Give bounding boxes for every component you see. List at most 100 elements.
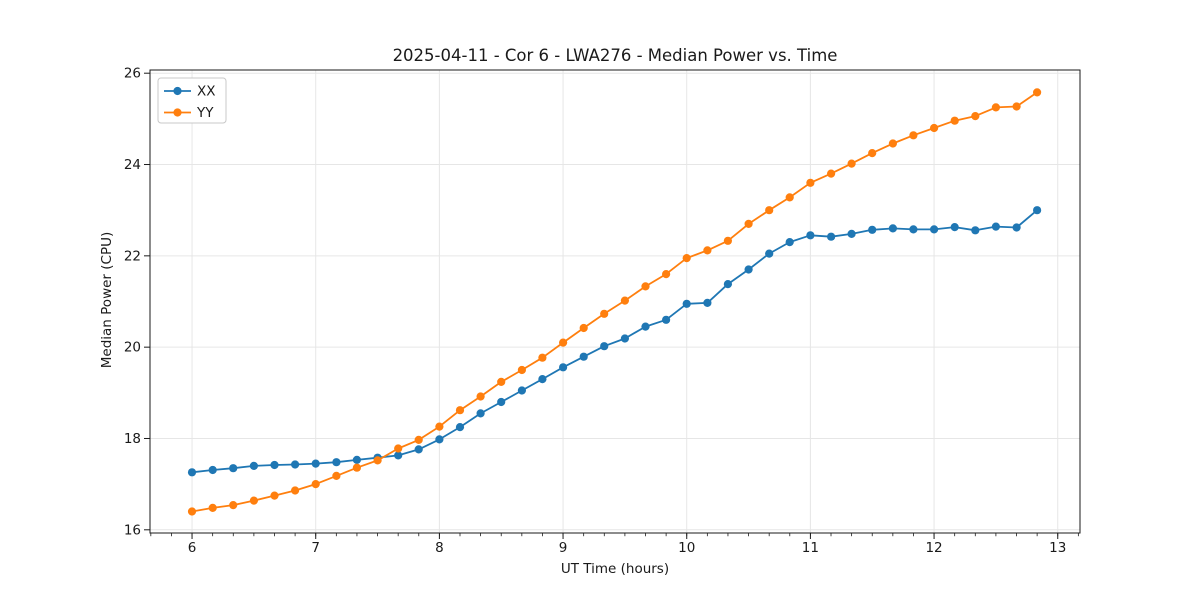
legend-box <box>157 77 227 124</box>
series-xx-marker <box>208 465 217 475</box>
series-xx-marker <box>1012 223 1021 232</box>
series-yy-marker <box>229 501 238 510</box>
series-xx-marker <box>414 445 423 454</box>
series-yy-marker <box>270 491 279 500</box>
series-yy-marker <box>476 392 485 401</box>
series-yy-marker <box>208 503 217 512</box>
series-yy-marker <box>332 471 341 480</box>
series-yy-marker <box>827 169 836 178</box>
series-yy-marker <box>971 112 980 121</box>
series-xx-marker <box>600 342 609 351</box>
series-xx-marker <box>909 225 918 234</box>
series-yy-marker <box>744 219 753 228</box>
series-xx-marker <box>559 363 568 372</box>
x-tick-label: 9 <box>559 540 568 556</box>
series-yy-marker <box>888 139 898 148</box>
series-xx-marker <box>332 458 341 467</box>
series-xx-marker <box>930 225 939 234</box>
series-xx-marker <box>229 464 238 473</box>
y-tick-label: 26 <box>124 66 141 82</box>
series-yy-marker <box>930 123 939 133</box>
series-yy-marker <box>682 254 691 263</box>
series-xx-marker <box>352 455 361 464</box>
series-xx-marker <box>291 460 300 469</box>
series-xx-marker <box>765 249 774 258</box>
series-yy-marker <box>950 116 959 125</box>
legend-label: YY <box>196 105 214 121</box>
series-xx-marker <box>971 226 980 235</box>
series-xx-marker <box>497 397 506 407</box>
series-yy-marker <box>765 206 774 215</box>
series-yy-marker <box>641 282 650 291</box>
x-axis-label: UT Time (hours) <box>560 561 670 577</box>
series-xx-marker <box>641 322 650 331</box>
series-xx-marker <box>435 435 444 444</box>
legend-label: XX <box>197 84 216 100</box>
series-yy-marker <box>559 338 568 347</box>
series-xx-marker <box>1033 206 1042 215</box>
series-xx-marker <box>538 375 547 384</box>
series-yy-marker <box>785 193 794 202</box>
x-tick-label: 10 <box>678 540 695 556</box>
series-yy-marker <box>909 131 918 140</box>
series-yy-marker <box>703 246 712 255</box>
series-xx-marker <box>847 229 856 238</box>
series-yy-marker <box>600 309 609 318</box>
series-yy-marker <box>806 178 815 187</box>
series-yy-marker <box>991 103 1001 112</box>
series-yy-marker <box>414 435 423 444</box>
series-xx-marker <box>579 352 588 361</box>
series-yy-marker <box>373 456 382 465</box>
y-tick-label: 16 <box>124 522 141 538</box>
series-xx-marker <box>394 451 403 460</box>
x-tick-label: 11 <box>802 540 819 556</box>
series-yy-marker <box>291 486 300 495</box>
x-tick-label: 6 <box>188 540 197 556</box>
y-tick-label: 24 <box>124 157 141 173</box>
series-xx-marker <box>950 223 959 232</box>
series-yy-marker <box>517 365 527 375</box>
series-xx-marker <box>476 409 485 418</box>
series-yy-marker <box>249 496 258 505</box>
series-xx-marker <box>744 265 753 274</box>
series-yy-marker <box>435 422 444 431</box>
series-yy-marker <box>455 406 465 415</box>
series-yy-marker <box>868 149 877 158</box>
series-xx-marker <box>270 460 279 470</box>
series-xx-marker <box>827 232 836 241</box>
series-yy-marker <box>620 296 630 305</box>
series-xx-marker <box>311 459 320 468</box>
x-tick-label: 12 <box>925 540 942 556</box>
series-xx-marker <box>868 225 877 234</box>
series-xx-marker <box>703 298 712 307</box>
series-xx-marker <box>455 423 465 432</box>
series-xx-marker <box>662 315 671 324</box>
series-xx-marker <box>517 386 527 395</box>
series-yy-marker <box>1033 88 1042 97</box>
x-tick-label: 8 <box>435 540 444 556</box>
series-yy-marker <box>1012 102 1021 111</box>
x-tick-label: 7 <box>311 540 320 556</box>
series-xx-marker <box>620 334 630 343</box>
series-yy-marker <box>579 323 588 333</box>
series-yy-marker <box>187 507 197 516</box>
series-yy-marker <box>847 159 856 168</box>
series-yy-marker <box>538 353 547 362</box>
series-yy-marker <box>311 480 320 489</box>
y-tick-label: 20 <box>124 340 141 356</box>
chart-title: 2025-04-11 - Cor 6 - LWA276 - Median Pow… <box>392 46 838 65</box>
axes-background <box>150 70 1080 533</box>
y-tick-label: 22 <box>124 248 141 264</box>
legend-marker-sample <box>173 108 182 117</box>
series-xx-marker <box>888 224 898 233</box>
x-tick-label: 13 <box>1049 540 1066 556</box>
axes-spines <box>149 69 1081 534</box>
legend-marker-sample <box>173 86 182 96</box>
series-xx-marker <box>785 238 794 247</box>
series-xx-marker <box>991 222 1001 231</box>
series-xx-marker <box>806 231 815 240</box>
series-yy-marker <box>723 236 733 245</box>
series-xx-marker <box>723 280 733 289</box>
